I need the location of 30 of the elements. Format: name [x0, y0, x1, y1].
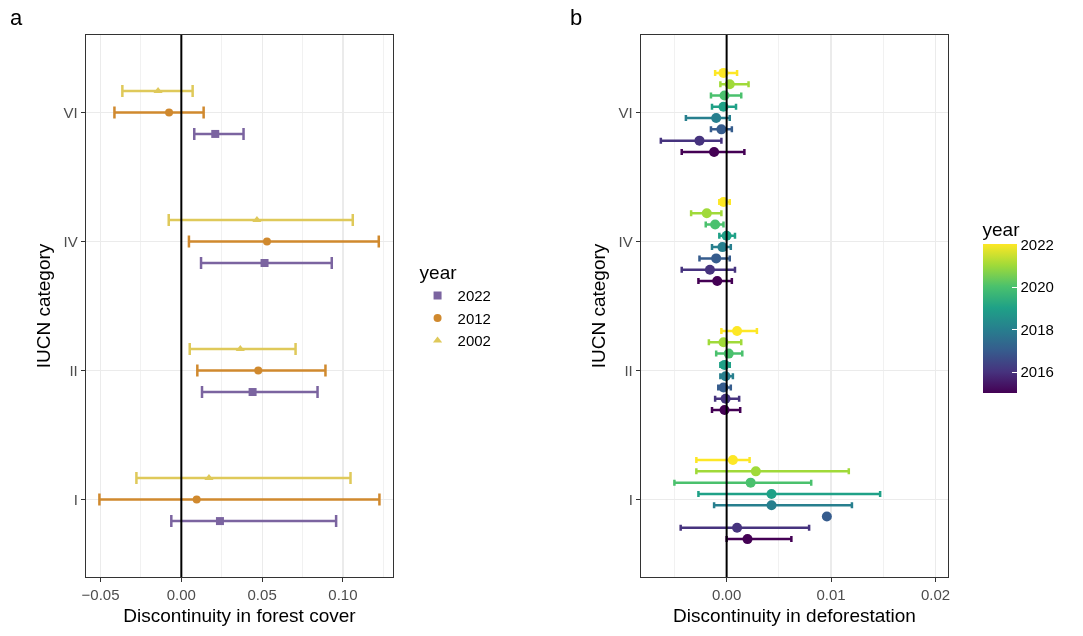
x-tick-label: −0.05	[81, 586, 120, 604]
color-bar-label: 2022	[1020, 235, 1054, 253]
y-tick-label: IV	[63, 232, 78, 250]
color-bar-label: 2016	[1020, 363, 1054, 381]
x-tick-label: 0.01	[816, 586, 846, 604]
x-tick-label: 0.05	[247, 586, 277, 604]
x-axis-title: Discontinuity in forest cover	[123, 604, 357, 626]
chart-title: a	[10, 4, 23, 30]
y-axis-title: IUCN category	[32, 243, 54, 369]
legend-label: 2002	[457, 332, 491, 350]
y-tick-label: VI	[618, 103, 633, 121]
x-axis-title: Discontinuity in deforestation	[673, 604, 916, 626]
color-bar-label: 2020	[1020, 278, 1054, 296]
legend-title: year	[419, 262, 458, 284]
y-tick-label: VI	[63, 103, 78, 121]
y-tick-label: II	[624, 361, 633, 379]
y-axis-title: IUCN category	[587, 243, 609, 369]
legend-label: 2012	[457, 309, 491, 327]
y-tick-label: I	[628, 490, 633, 508]
legend-label: 2022	[457, 287, 491, 305]
color-bar-title: year	[982, 218, 1021, 240]
y-tick-label: I	[73, 490, 78, 508]
y-tick-label: II	[69, 361, 78, 379]
y-tick-label: IV	[618, 232, 633, 250]
x-tick-label: 0.02	[920, 586, 951, 604]
color-bar-label: 2018	[1020, 320, 1054, 338]
x-tick-label: 0.00	[166, 586, 196, 604]
x-tick-label: 0.10	[328, 586, 358, 604]
x-tick-label: 0.00	[712, 586, 742, 604]
chart-title: b	[570, 4, 583, 30]
